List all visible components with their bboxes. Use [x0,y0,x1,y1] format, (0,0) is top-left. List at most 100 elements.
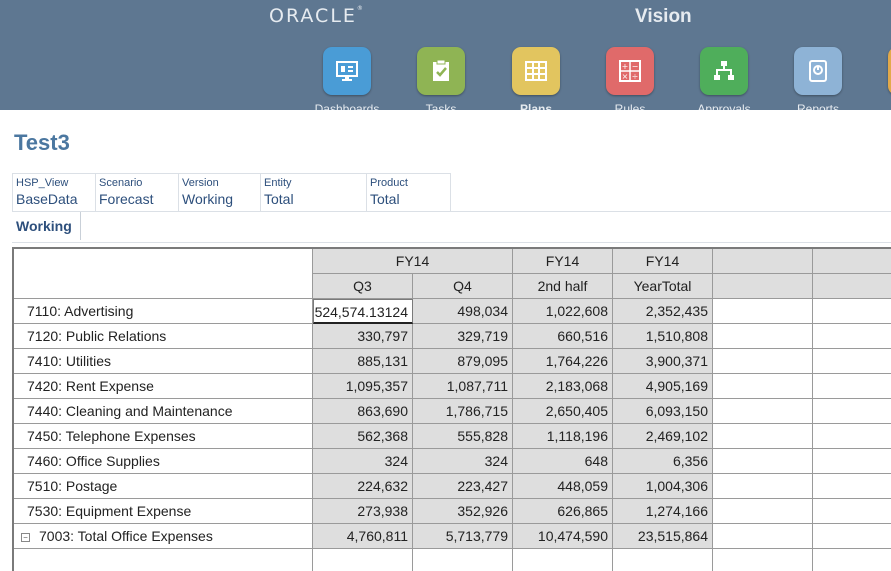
row-header[interactable]: 7120: Public Relations [14,324,313,349]
empty-cell [513,549,613,571]
pov-scenario[interactable]: Scenario Forecast [96,174,179,212]
nav-dashboards-label[interactable]: Dashboards [314,102,380,110]
data-cell[interactable]: 2,469,102 [613,424,713,449]
empty-cell [713,474,813,499]
row-header[interactable]: 7450: Telephone Expenses [14,424,313,449]
data-cell[interactable]: 1,274,166 [613,499,713,524]
nav-reports-button[interactable] [794,47,842,95]
data-cell[interactable]: 626,865 [513,499,613,524]
data-cell[interactable]: 352,926 [413,499,513,524]
data-cell[interactable]: 648 [513,449,613,474]
data-cell[interactable]: 2,352,435 [613,299,713,324]
pov-member-link[interactable]: BaseData [16,191,78,207]
pov-bar: HSP_View BaseData Scenario Forecast Vers… [12,173,451,225]
nav-rules-button[interactable]: + − × ÷ [606,47,654,95]
data-cell[interactable]: 4,760,811 [313,524,413,549]
nav-plans-button[interactable] [512,47,560,95]
pov-member-link[interactable]: Forecast [99,191,154,207]
row-header[interactable]: 7440: Cleaning and Maintenance [14,399,313,424]
data-cell[interactable]: 448,059 [513,474,613,499]
svg-text:+: + [622,62,629,71]
col-header-period[interactable]: Q4 [413,274,513,299]
data-cell[interactable]: 1,510,808 [613,324,713,349]
data-cell[interactable]: 23,515,864 [613,524,713,549]
data-cell[interactable]: 224,632 [313,474,413,499]
row-header[interactable]: 7110: Advertising [14,299,313,324]
pov-entity[interactable]: Entity Total Department [261,174,367,225]
data-grid: FY14 FY14 FY14 Q3 Q4 2nd half YearTotal … [12,247,891,571]
col-header-period[interactable]: 2nd half [513,274,613,299]
nav-tasks-label[interactable]: Tasks [425,102,457,110]
nav-dashboards-button[interactable] [323,47,371,95]
data-cell[interactable]: 2,183,068 [513,374,613,399]
row-header-total[interactable]: −7003: Total Office Expenses [14,524,313,549]
data-cell[interactable]: 10,474,590 [513,524,613,549]
data-cell[interactable]: 223,427 [413,474,513,499]
row-header[interactable]: 7460: Office Supplies [14,449,313,474]
empty-cell [813,499,891,524]
data-cell[interactable]: 5,713,779 [413,524,513,549]
row-header[interactable]: 7410: Utilities [14,349,313,374]
data-cell[interactable]: 6,093,150 [613,399,713,424]
data-cell[interactable]: 562,368 [313,424,413,449]
grid-corner [14,249,313,299]
svg-text:−: − [632,62,639,71]
nav-tasks-button[interactable] [417,47,465,95]
pov-member-link[interactable]: Working [182,191,234,207]
data-cell[interactable]: 324 [413,449,513,474]
data-cell[interactable]: 498,034 [413,299,513,324]
nav-plans-label[interactable]: Plans [519,102,552,110]
data-cell[interactable]: 879,095 [413,349,513,374]
collapse-icon[interactable]: − [21,533,30,542]
data-cell[interactable]: 1,786,715 [413,399,513,424]
row-header[interactable]: 7510: Postage [14,474,313,499]
col-header-year[interactable]: FY14 [613,249,713,274]
row-header[interactable]: 7530: Equipment Expense [14,499,313,524]
data-cell[interactable]: 330,797 [313,324,413,349]
row-label: 7410: Utilities [27,353,112,369]
data-cell[interactable]: 6,356 [613,449,713,474]
data-cell[interactable]: 324 [313,449,413,474]
data-cell[interactable]: 885,131 [313,349,413,374]
nav-more-button[interactable] [888,47,891,95]
nav-reports-label[interactable]: Reports [796,102,840,110]
empty-cell [713,524,813,549]
col-header-year[interactable]: FY14 [513,249,613,274]
active-data-cell[interactable]: 524,574.13124 [313,299,413,324]
pov-dimension-label: Product [370,177,408,189]
nav-approvals-label[interactable]: Approvals [697,102,751,110]
col-header-year[interactable]: FY14 [313,249,513,274]
empty-cell [613,549,713,571]
row-label: 7120: Public Relations [27,328,167,344]
data-cell[interactable]: 555,828 [413,424,513,449]
data-cell[interactable]: 1,118,196 [513,424,613,449]
data-cell[interactable]: 1,764,226 [513,349,613,374]
col-header-period[interactable]: Q3 [313,274,413,299]
pov-version[interactable]: Version Working [179,174,261,212]
empty-cell [313,549,413,571]
nav-approvals-button[interactable] [700,47,748,95]
data-cell[interactable]: 329,719 [413,324,513,349]
nav-rules-label[interactable]: Rules [614,102,646,110]
row-header[interactable]: 7420: Rent Expense [14,374,313,399]
page-tab-working[interactable]: Working [13,212,81,240]
data-cell[interactable]: 2,650,405 [513,399,613,424]
col-header-empty [813,249,891,274]
data-cell[interactable]: 4,905,169 [613,374,713,399]
pov-dimension-label: Version [182,177,219,189]
data-cell[interactable]: 1,095,357 [313,374,413,399]
empty-cell [813,374,891,399]
data-cell[interactable]: 3,900,371 [613,349,713,374]
pov-dimension-label: Scenario [99,177,143,189]
data-cell[interactable]: 660,516 [513,324,613,349]
data-cell[interactable]: 1,022,608 [513,299,613,324]
app-name: Vision [635,6,692,27]
data-cell[interactable]: 1,087,711 [413,374,513,399]
data-cell[interactable]: 1,004,306 [613,474,713,499]
data-cell[interactable]: 273,938 [313,499,413,524]
data-cell[interactable]: 863,690 [313,399,413,424]
col-header-period[interactable]: YearTotal [613,274,713,299]
pov-product[interactable]: Product Total Product [367,174,451,225]
pov-hsp-view[interactable]: HSP_View BaseData [13,174,96,212]
form-panel: Test3 HSP_View BaseData Scenario Forecas… [3,110,891,571]
